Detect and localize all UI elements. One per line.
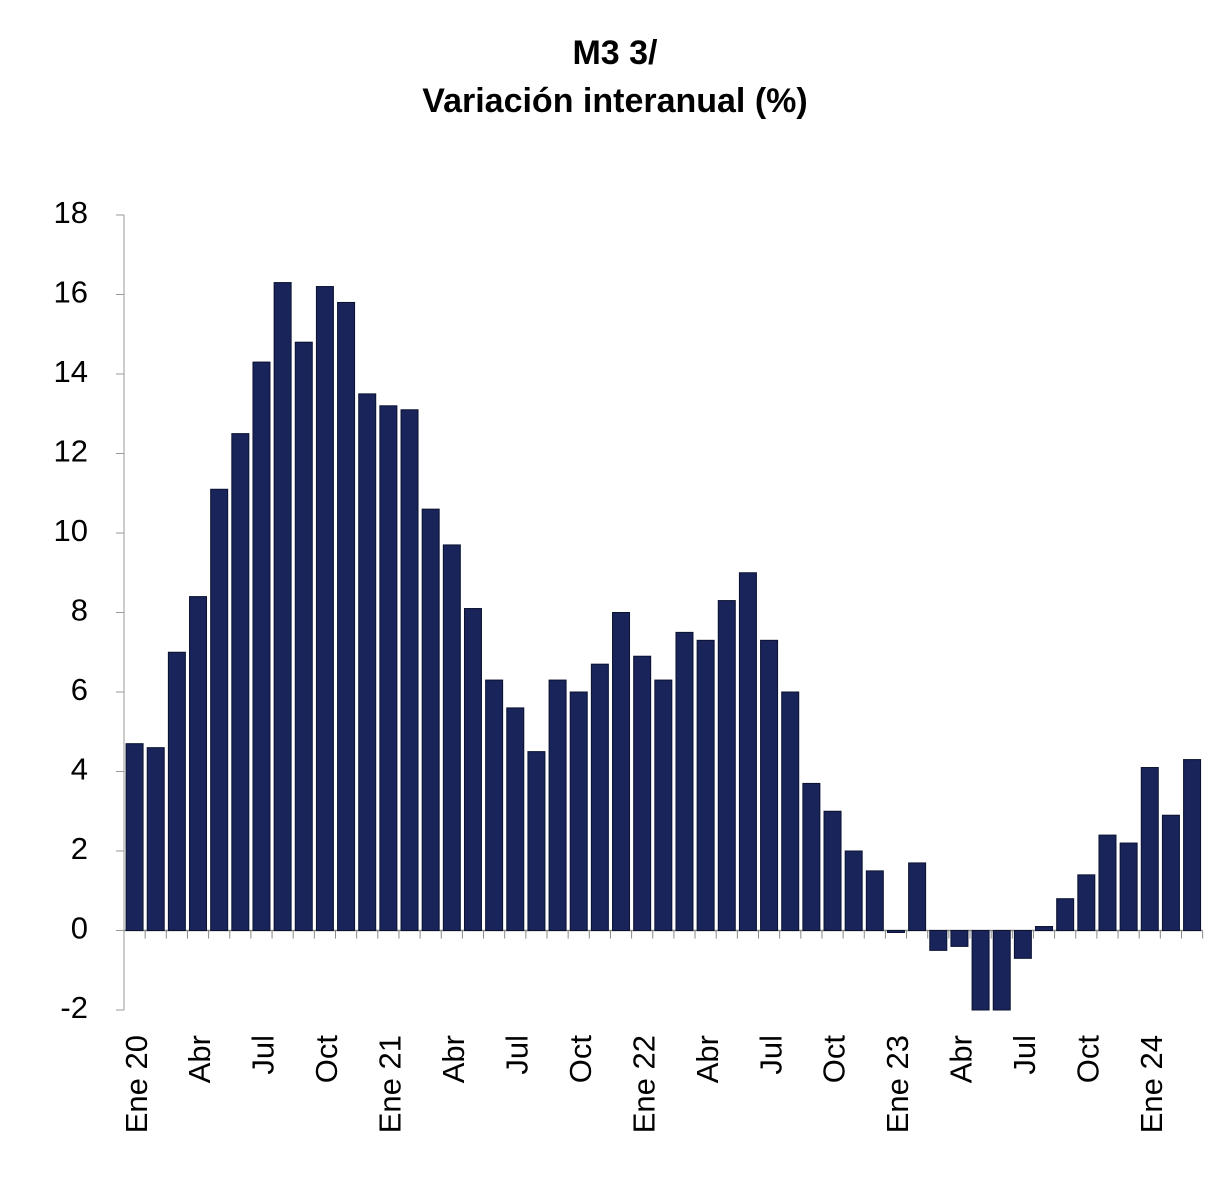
bar bbox=[1161, 814, 1180, 931]
bar bbox=[865, 870, 884, 931]
bar bbox=[294, 341, 313, 931]
bar bbox=[569, 691, 588, 931]
bar bbox=[886, 930, 905, 933]
y-tick-label: 18 bbox=[54, 195, 88, 230]
y-tick-label: 10 bbox=[54, 513, 88, 548]
bar bbox=[379, 405, 398, 931]
x-tick-label: Oct bbox=[1071, 1035, 1106, 1084]
bar bbox=[823, 810, 842, 931]
bar bbox=[612, 612, 631, 931]
x-tick-label: Jul bbox=[499, 1035, 534, 1075]
bar bbox=[950, 930, 969, 947]
bar bbox=[421, 508, 440, 931]
x-tick-label: Oct bbox=[309, 1035, 344, 1084]
x-tick-label: Oct bbox=[817, 1035, 852, 1084]
bar bbox=[1013, 930, 1032, 959]
bar bbox=[760, 639, 779, 931]
bar bbox=[696, 639, 715, 931]
bar bbox=[400, 409, 419, 931]
bar bbox=[506, 707, 525, 932]
x-tick-label: Jul bbox=[1007, 1035, 1042, 1075]
x-tick-label: Oct bbox=[563, 1035, 598, 1084]
bar bbox=[590, 663, 609, 931]
bar bbox=[527, 751, 546, 931]
bar bbox=[1098, 834, 1117, 931]
bar bbox=[1140, 767, 1159, 932]
y-tick-label: 8 bbox=[71, 593, 88, 628]
bar bbox=[738, 572, 757, 931]
x-tick-label: Ene 23 bbox=[880, 1035, 915, 1133]
x-tick-label: Ene 24 bbox=[1134, 1035, 1169, 1133]
y-tick-label: 16 bbox=[54, 275, 88, 310]
y-tick-label: 12 bbox=[54, 434, 88, 469]
x-tick-label: Abr bbox=[182, 1035, 217, 1083]
bar bbox=[802, 782, 821, 931]
bar bbox=[442, 544, 461, 931]
bar bbox=[1035, 926, 1054, 932]
bar bbox=[231, 433, 250, 931]
bar bbox=[337, 301, 356, 931]
bar bbox=[717, 600, 736, 931]
bar bbox=[654, 679, 673, 932]
bar bbox=[844, 850, 863, 931]
y-tick-label: 4 bbox=[71, 752, 88, 787]
x-tick-label: Jul bbox=[753, 1035, 788, 1075]
bar bbox=[929, 930, 948, 951]
bar bbox=[633, 655, 652, 931]
bar bbox=[463, 608, 482, 932]
bar bbox=[992, 930, 1011, 1011]
x-tick-label: Abr bbox=[436, 1035, 471, 1083]
bar bbox=[1183, 759, 1202, 932]
chart-subtitle: Variación interanual (%) bbox=[422, 82, 807, 120]
y-tick-label: 14 bbox=[54, 354, 88, 389]
y-tick-label: 6 bbox=[71, 672, 88, 707]
x-tick-label: Ene 20 bbox=[119, 1035, 154, 1133]
bar bbox=[781, 691, 800, 931]
x-tick-label: Abr bbox=[944, 1035, 979, 1083]
y-tick-label: 0 bbox=[71, 911, 88, 946]
bar bbox=[1119, 842, 1138, 931]
x-tick-label: Ene 21 bbox=[373, 1035, 408, 1133]
bar bbox=[1056, 898, 1075, 932]
bar bbox=[1077, 874, 1096, 931]
x-tick-label: Jul bbox=[246, 1035, 281, 1075]
chart-title: M3 3/ bbox=[572, 34, 658, 72]
bar bbox=[189, 596, 208, 931]
x-tick-label: Abr bbox=[690, 1035, 725, 1083]
bar bbox=[485, 679, 504, 932]
bar bbox=[252, 361, 271, 931]
bar bbox=[358, 393, 377, 931]
bar bbox=[908, 862, 927, 931]
bar bbox=[146, 747, 165, 932]
x-tick-label: Ene 22 bbox=[626, 1035, 661, 1133]
bar bbox=[315, 286, 334, 931]
bar bbox=[210, 488, 229, 931]
y-tick-label: 2 bbox=[71, 831, 88, 866]
bar bbox=[167, 651, 186, 931]
bar bbox=[675, 631, 694, 931]
bar bbox=[273, 282, 292, 931]
y-tick-label: -2 bbox=[60, 990, 88, 1025]
bar bbox=[971, 930, 990, 1011]
bar bbox=[548, 679, 567, 932]
bar bbox=[125, 743, 144, 931]
